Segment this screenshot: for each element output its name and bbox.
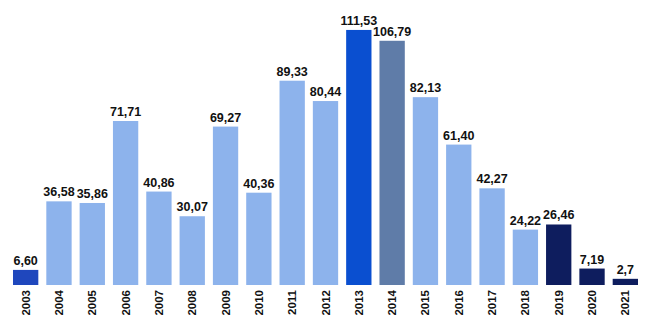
x-tick-label: 2008 (186, 289, 198, 315)
bar (613, 279, 638, 285)
data-label: 40,36 (243, 177, 274, 191)
bar (280, 81, 305, 285)
x-tick-label: 2005 (86, 289, 98, 315)
bar (213, 127, 238, 285)
chart-container: 6,60 2003 36,58 2004 35,86 2005 71,71 2006 40,86… (0, 0, 650, 330)
bar (579, 269, 604, 285)
data-label: 24,22 (510, 214, 541, 228)
bar (46, 201, 71, 285)
bar (346, 30, 371, 285)
data-label: 42,27 (476, 172, 507, 186)
data-label: 2,7 (617, 263, 634, 277)
x-tick-label: 2004 (53, 289, 65, 315)
bar (146, 192, 171, 285)
data-label: 30,07 (177, 200, 208, 214)
bar (546, 224, 571, 285)
data-label: 6,60 (13, 254, 37, 268)
x-tick-label: 2011 (286, 289, 298, 315)
data-label: 69,27 (210, 111, 241, 125)
x-tick-label: 2010 (253, 290, 265, 316)
x-tick-label: 2021 (619, 289, 631, 315)
data-label: 106,79 (373, 25, 411, 39)
bar (80, 203, 105, 285)
labels: 6,60 2003 36,58 2004 35,86 2005 71,71 2006 40,86… (13, 14, 634, 316)
data-label: 35,86 (77, 187, 108, 201)
data-label: 36,58 (43, 185, 74, 199)
bar (13, 270, 38, 285)
x-tick-label: 2020 (586, 290, 598, 316)
bar (246, 193, 271, 285)
data-label: 40,86 (143, 176, 174, 190)
x-tick-label: 2003 (20, 290, 32, 316)
bar (313, 101, 338, 285)
bar (379, 41, 404, 285)
data-label: 82,13 (410, 81, 441, 95)
data-label: 61,40 (443, 129, 474, 143)
x-tick-label: 2007 (153, 290, 165, 316)
data-label: 7,19 (580, 253, 604, 267)
x-tick-label: 2014 (386, 289, 398, 315)
x-tick-label: 2019 (553, 290, 565, 316)
data-label: 26,46 (543, 208, 574, 222)
data-label: 71,71 (110, 105, 141, 119)
bar (180, 216, 205, 285)
data-label: 80,44 (310, 85, 341, 99)
data-label: 111,53 (340, 14, 377, 28)
x-tick-label: 2013 (353, 290, 365, 316)
x-tick-label: 2012 (320, 290, 332, 316)
x-tick-label: 2009 (220, 290, 232, 316)
bar (413, 97, 438, 285)
x-tick-label: 2018 (519, 289, 531, 315)
x-tick-label: 2015 (419, 289, 431, 315)
bar (113, 121, 138, 285)
chart: 6,60 2003 36,58 2004 35,86 2005 71,71 2006 40,86… (0, 0, 650, 330)
x-tick-label: 2017 (486, 290, 498, 316)
bar (446, 145, 471, 285)
bar (513, 230, 538, 285)
x-tick-label: 2016 (453, 290, 465, 316)
bar (479, 188, 504, 285)
x-tick-label: 2006 (120, 290, 132, 316)
bars (13, 30, 638, 285)
data-label: 89,33 (277, 65, 308, 79)
